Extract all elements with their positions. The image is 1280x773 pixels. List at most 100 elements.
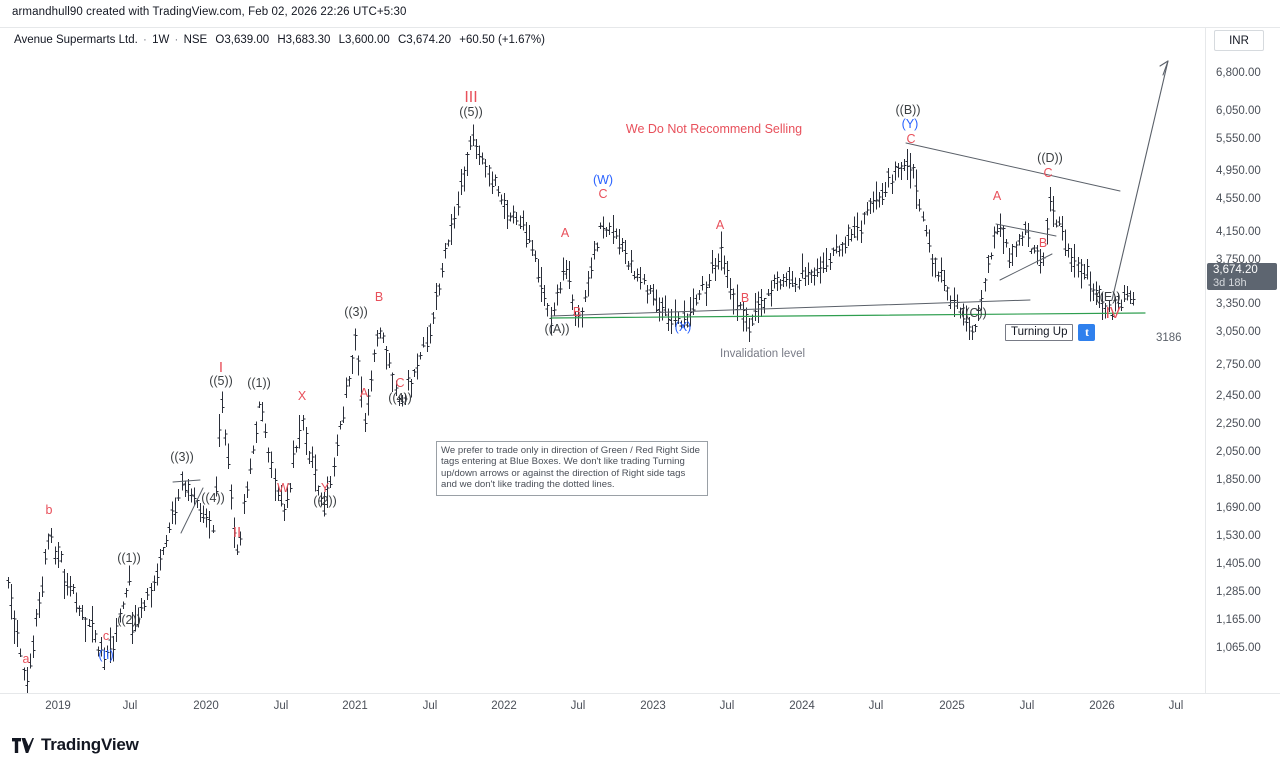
wave-label: ((1))	[247, 376, 271, 390]
wave-label: ((C))	[961, 306, 987, 320]
legend-sep-1: ·	[143, 34, 147, 46]
wave-label: ((A))	[544, 322, 570, 336]
turning-up-badge[interactable]: Turning Up t	[1005, 324, 1096, 341]
wave-label: A	[359, 386, 369, 400]
wave-label: Y	[320, 481, 330, 495]
wave-label: X	[297, 389, 307, 403]
wave-label: c	[102, 629, 110, 643]
price-series-svg	[6, 60, 1169, 695]
turning-up-label[interactable]: Turning Up	[1005, 324, 1074, 341]
price-tick: 1,065.00	[1216, 642, 1261, 654]
currency-badge: INR	[1214, 30, 1264, 51]
wave-label: A	[560, 226, 570, 240]
price-tick: 1,850.00	[1216, 474, 1261, 486]
price-tick: 3,350.00	[1216, 298, 1261, 310]
credit-line: armandhull90 created with TradingView.co…	[12, 6, 407, 18]
drawing-lines	[172, 60, 1169, 534]
projection-arrow-head	[1159, 60, 1169, 76]
time-tick: 2026	[1089, 700, 1115, 712]
symbol-legend[interactable]: Avenue Supermarts Ltd. · 1W · NSE O3,639…	[14, 34, 545, 46]
legend-exchange: NSE	[183, 34, 208, 46]
wave-label: A	[715, 218, 725, 232]
wave-label: ((3))	[344, 305, 368, 319]
strategy-note-box: We prefer to trade only in direction of …	[436, 441, 708, 496]
time-tick: Jul	[273, 700, 289, 712]
inner-channel-lower	[999, 253, 1053, 281]
wave-label: A	[992, 189, 1002, 203]
wave-label: ((D))	[1037, 151, 1063, 165]
price-tick: 6,800.00	[1216, 67, 1261, 79]
legend-sep-2: ·	[174, 34, 179, 46]
time-tick: 2025	[939, 700, 965, 712]
tradingview-wordmark: TradingView	[41, 735, 139, 754]
wave-label: (W)	[592, 173, 614, 187]
wave-label: (Y)	[901, 117, 919, 131]
projection-arrow-shaft	[1111, 60, 1169, 301]
time-tick: 2023	[640, 700, 666, 712]
bar-countdown: 3d 18h	[1213, 277, 1247, 289]
time-tick: Jul	[1019, 700, 1035, 712]
wave-label: (II)	[98, 648, 114, 662]
warning-text: We Do Not Recommend Selling	[625, 122, 803, 136]
time-tick: 2020	[193, 700, 219, 712]
time-tick: Jul	[719, 700, 735, 712]
current-price-tag: 3,674.20 3d 18h	[1207, 263, 1277, 290]
price-tick: 4,550.00	[1216, 193, 1261, 205]
price-tick: 1,165.00	[1216, 614, 1261, 626]
price-tick: 2,250.00	[1216, 418, 1261, 430]
wave-label: ((4))	[388, 391, 412, 405]
legend-change: +60.50 (+1.67%)	[459, 34, 545, 46]
price-tick: 1,530.00	[1216, 530, 1261, 542]
time-tick: Jul	[570, 700, 586, 712]
time-tick: 2024	[789, 700, 815, 712]
legend-close: C3,674.20	[398, 34, 452, 46]
wave-label: b	[45, 503, 53, 517]
wave-label: C	[906, 132, 916, 146]
invalidation-line	[550, 312, 1146, 319]
time-tick: 2021	[342, 700, 368, 712]
wave-label: B	[572, 305, 582, 319]
legend-low: L3,600.00	[338, 34, 390, 46]
time-tick: Jul	[122, 700, 138, 712]
legend-high: H3,683.30	[277, 34, 331, 46]
wave-label: II	[232, 524, 242, 541]
wave-label: a	[22, 652, 30, 666]
tradingview-logo: TradingView	[12, 735, 139, 755]
price-tick: 4,150.00	[1216, 226, 1261, 238]
level-value-label: 3186	[1156, 332, 1182, 344]
triangle-support-line	[550, 299, 1031, 317]
trading-tag-icon[interactable]: t	[1078, 324, 1096, 341]
price-tick: 1,285.00	[1216, 586, 1261, 598]
wave-guide-upper	[172, 479, 201, 483]
legend-interval[interactable]: 1W	[152, 34, 170, 46]
time-tick: 2022	[491, 700, 517, 712]
price-axis-divider	[1205, 28, 1206, 693]
inner-channel-upper	[995, 223, 1057, 237]
price-tick: 5,550.00	[1216, 133, 1261, 145]
wave-guide-lower	[180, 487, 204, 534]
wave-label: ((B))	[895, 103, 921, 117]
price-tick: 1,690.00	[1216, 502, 1261, 514]
wave-label: (X)	[674, 320, 692, 334]
time-tick: Jul	[422, 700, 438, 712]
price-tick: 3,050.00	[1216, 326, 1261, 338]
wave-label: I	[218, 359, 224, 376]
invalidation-label: Invalidation level	[720, 348, 806, 360]
time-tick: Jul	[1168, 700, 1184, 712]
wave-label: ((3))	[170, 450, 194, 464]
wave-label: ((4))	[201, 491, 225, 505]
wave-label: ((2))	[313, 494, 337, 508]
wave-label: IV	[1105, 305, 1121, 322]
legend-symbol[interactable]: Avenue Supermarts Ltd.	[14, 34, 138, 46]
wave-label: B	[374, 290, 384, 304]
chart-plot-area[interactable]: a b c (II) ((1)) ((2)) ((3)) ((4)) I ((5)) II ((1))…	[0, 28, 1205, 695]
header-divider	[0, 27, 1280, 28]
wave-label: ((5))	[459, 105, 483, 119]
wave-label: W	[277, 481, 289, 495]
price-tick: 4,950.00	[1216, 165, 1261, 177]
time-tick: 2019	[45, 700, 71, 712]
legend-open: O3,639.00	[215, 34, 270, 46]
price-tick: 1,405.00	[1216, 558, 1261, 570]
wave-label: ((2))	[117, 613, 141, 627]
wave-label: C	[395, 376, 405, 390]
